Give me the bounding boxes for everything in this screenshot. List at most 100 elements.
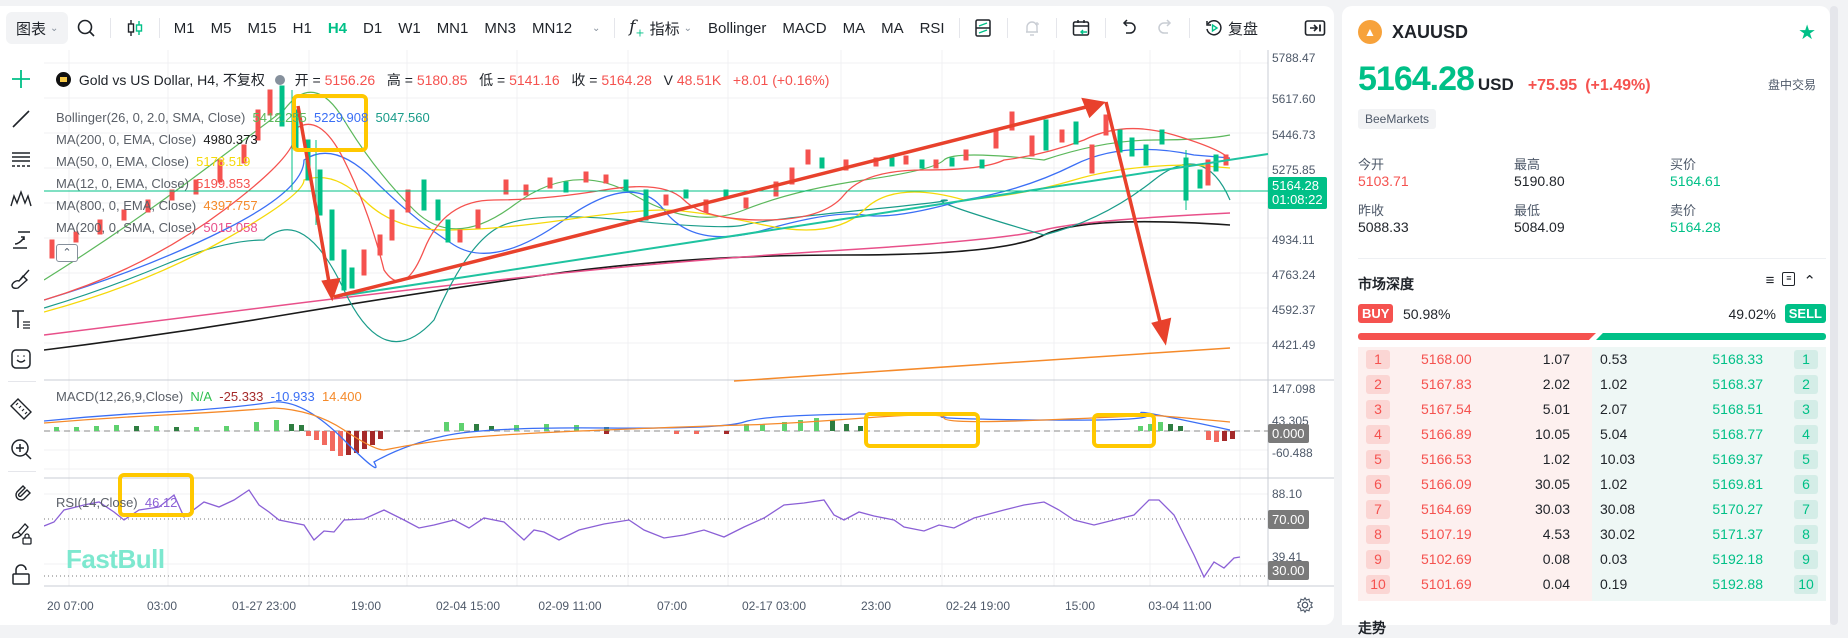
indicator-legend-ma800-ema[interactable]: MA(800, 0, EMA, Close) 4397.757	[56, 198, 258, 213]
timeframe-d1[interactable]: D1	[363, 19, 383, 37]
timeframe-m5[interactable]: M5	[210, 19, 232, 37]
pattern-icon	[10, 189, 32, 207]
redo-button[interactable]	[1147, 12, 1183, 44]
chart-settings-button[interactable]	[1296, 596, 1314, 614]
price-chart[interactable]	[44, 50, 1334, 625]
timeframe-mn12[interactable]: MN12	[532, 19, 573, 37]
time-axis-label: 07:00	[656, 599, 688, 613]
stat-value: 5164.61	[1670, 173, 1721, 189]
indicator-bollinger[interactable]: Bollinger	[708, 19, 767, 37]
lock-drawings-tool[interactable]	[8, 521, 34, 547]
emoji-tool[interactable]	[8, 346, 34, 372]
trend-section-title: 走势	[1358, 620, 1386, 636]
timeframe-h4[interactable]: H4	[327, 19, 347, 37]
indicator-macd[interactable]: MACD	[782, 19, 827, 37]
redo-icon	[1158, 19, 1172, 34]
lock-icon	[12, 564, 30, 585]
chart-type-button[interactable]	[117, 12, 153, 44]
chart-toolbar: 图表 ⌄ M1 M5 M15 H1 H4 D1 W1 MN1 MN3 MN12 ⌄…	[0, 6, 1334, 50]
indicator-legend-ma200-ema[interactable]: MA(200, 0, EMA, Close) 4980.373	[56, 132, 258, 147]
divider	[110, 18, 112, 38]
candles	[49, 85, 1229, 291]
price-axis-label: 5446.73	[1272, 128, 1316, 142]
time-axis-label: 03-04 11:00	[1148, 599, 1212, 613]
alert-button[interactable]	[1014, 12, 1050, 44]
text-tool[interactable]	[8, 306, 34, 332]
magnet-tool[interactable]	[8, 481, 34, 507]
favorite-star-icon[interactable]: ★	[1798, 22, 1816, 44]
indicator-ma[interactable]: MA	[842, 19, 866, 37]
timeframe-mn1[interactable]: MN1	[436, 19, 469, 37]
channel-tool[interactable]	[8, 146, 34, 172]
measure-tool[interactable]	[8, 396, 34, 422]
timeframe-more-button[interactable]: ⌄	[580, 12, 608, 44]
timeframe-h1[interactable]: H1	[292, 19, 312, 37]
indicator-rsi[interactable]: RSI	[919, 19, 945, 37]
collapse-panel-button[interactable]	[1296, 12, 1334, 44]
projection-tool[interactable]	[8, 226, 34, 252]
pattern-tool[interactable]	[8, 186, 34, 212]
page-scrollbar[interactable]	[1830, 6, 1838, 625]
replay-button[interactable]: 复盘	[1196, 12, 1266, 44]
divider	[958, 18, 960, 38]
stat-label: 最低	[1514, 203, 1541, 218]
chevron-up-icon[interactable]: ⌃	[1803, 273, 1816, 290]
ask-level: 3	[1794, 400, 1818, 419]
ask-price: 5192.18	[1712, 551, 1763, 567]
lock-tool[interactable]	[8, 561, 34, 587]
trendline-tool[interactable]	[8, 106, 34, 132]
indicators-button[interactable]: f+ 指标 ⌄	[621, 12, 700, 44]
zoom-in-tool[interactable]	[8, 436, 34, 462]
projection-icon	[13, 231, 30, 249]
chart-menu-button[interactable]: 图表 ⌄	[6, 12, 69, 44]
brush-icon	[11, 269, 30, 289]
time-axis-label: 02-24 19:00	[945, 599, 1011, 613]
price-change: +75.95	[1527, 77, 1578, 94]
brush-tool[interactable]	[8, 266, 34, 292]
rsi-legend[interactable]: RSI(14,Close) 46.12	[56, 495, 177, 510]
timeframe-m15[interactable]: M15	[247, 19, 277, 37]
list-view-icon[interactable]: ≡	[1765, 272, 1775, 289]
order-book-row: 4 5166.89 10.05 5.04 5168.77 4	[1358, 422, 1826, 447]
undo-button[interactable]	[1111, 12, 1147, 44]
bid-price: 5167.83	[1421, 376, 1472, 392]
chart-title: Gold vs US Dollar, H4, 不复权	[78, 72, 265, 88]
replay-icon	[1206, 20, 1222, 36]
sell-ratio-bar	[1596, 333, 1826, 340]
indicator-label: MA(50, 0, EMA, Close)	[56, 154, 189, 169]
macd-value: -25.333	[219, 389, 264, 404]
indicator-ma-2[interactable]: MA	[881, 19, 904, 37]
crosshair-tool[interactable]	[8, 66, 34, 92]
current-price-tag: 5164.28 01:08:22	[1268, 177, 1327, 209]
annotation-arrows	[296, 97, 1172, 346]
indicator-legend-ma12-ema[interactable]: MA(12, 0, EMA, Close) 5199.853	[56, 176, 250, 191]
search-button[interactable]	[68, 12, 104, 44]
timeframe-mn3[interactable]: MN3	[484, 19, 517, 37]
ask-volume: 30.08	[1600, 501, 1636, 517]
ask-volume: 5.04	[1600, 426, 1628, 442]
order-book-row: 10 5101.69 0.04 0.19 5192.88 10	[1358, 572, 1826, 597]
bid-price: 5166.09	[1421, 476, 1472, 492]
timeframe-m1[interactable]: M1	[173, 19, 195, 37]
document-icon[interactable]: ≡	[1782, 272, 1796, 286]
fastbull-watermark: FastBull	[66, 544, 165, 574]
layout-button[interactable]	[965, 12, 1001, 44]
indicator-legend-ma200-sma[interactable]: MA(200, 0, SMA, Close) 5015.058	[56, 220, 258, 235]
timeframe-w1[interactable]: W1	[398, 19, 421, 37]
bid-volume: 5.01	[1542, 401, 1570, 417]
close-label: 收 =	[571, 72, 598, 88]
price-axis-label: 4421.49	[1272, 338, 1316, 352]
buy-percentage: 50.98%	[1403, 306, 1451, 322]
indicators-label: 指标	[649, 20, 680, 38]
indicator-legend-ma50-ema[interactable]: MA(50, 0, EMA, Close) 5178.519	[56, 154, 250, 169]
bid-level: 2	[1366, 375, 1390, 394]
ask-volume: 2.07	[1600, 401, 1628, 417]
calendar-jump-button[interactable]	[1063, 12, 1099, 44]
collapse-legend-button[interactable]: ⌃	[56, 244, 78, 262]
indicator-value: 5178.519	[196, 154, 251, 169]
time-axis-label: 03:00	[146, 599, 178, 613]
indicator-legend-bollinger[interactable]: Bollinger(26, 0, 2.0, SMA, Close) 5412.2…	[56, 110, 430, 125]
volume-value: 48.51K	[676, 72, 722, 88]
macd-legend[interactable]: MACD(12,26,9,Close) N/A -25.333 -10.933 …	[56, 389, 362, 404]
open-label: 开 =	[294, 72, 321, 88]
